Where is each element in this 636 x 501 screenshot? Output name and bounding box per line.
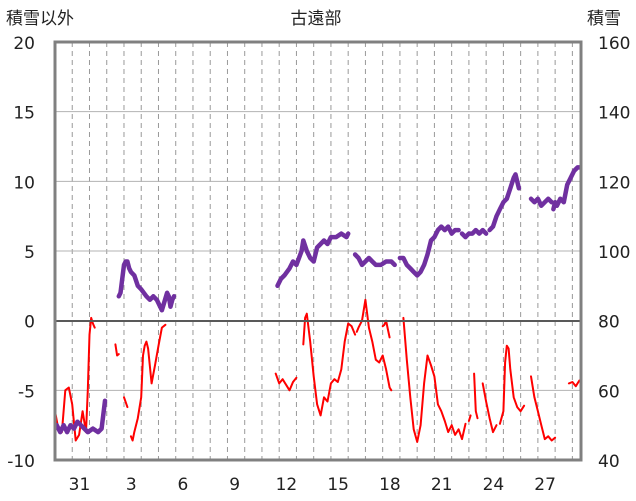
snow-depth-line-4 bbox=[397, 224, 461, 278]
right-tick-label: 140 bbox=[598, 104, 630, 124]
temperature-line-2 bbox=[123, 396, 129, 409]
temperature-line-14 bbox=[567, 379, 581, 388]
temperature-line-11 bbox=[481, 382, 498, 434]
left-tick-label: 0 bbox=[24, 313, 35, 333]
snow-depth-line-6 bbox=[487, 172, 522, 233]
right-tick-label: 60 bbox=[598, 382, 620, 402]
x-tick-label: 15 bbox=[327, 475, 349, 495]
x-tick-label: 6 bbox=[178, 475, 189, 495]
snow-depth-line-0 bbox=[55, 398, 108, 435]
temperature-line-4 bbox=[274, 372, 298, 392]
right-tick-label: 80 bbox=[598, 313, 620, 333]
x-tick-label: 31 bbox=[69, 475, 91, 495]
plot-frame bbox=[53, 40, 583, 462]
temperature-line-15 bbox=[586, 342, 591, 359]
temperature-line-9 bbox=[467, 414, 472, 422]
x-tick-label: 18 bbox=[379, 475, 401, 495]
right-tick-label: 160 bbox=[598, 34, 630, 54]
x-tick-label: 3 bbox=[126, 475, 137, 495]
left-tick-label: -5 bbox=[18, 382, 35, 402]
temperature-line-8 bbox=[402, 316, 467, 443]
x-tick-label: 27 bbox=[534, 475, 556, 495]
snow-depth-line-2 bbox=[275, 231, 351, 289]
snow-depth-line-8 bbox=[551, 165, 581, 212]
snow-depth-line-1 bbox=[116, 259, 177, 313]
left-axis-tick-labels: 20 15 10 5 0 -5 -10 bbox=[7, 34, 35, 472]
left-tick-label: 5 bbox=[24, 243, 35, 263]
left-tick-label: 15 bbox=[13, 104, 35, 124]
left-tick-label: -10 bbox=[7, 452, 35, 472]
right-axis-title: 積雪 bbox=[587, 9, 621, 29]
right-tick-label: 120 bbox=[598, 173, 630, 193]
snow-depth-line-7 bbox=[528, 196, 554, 208]
temperature-line-3 bbox=[129, 323, 167, 442]
x-tick-label: 9 bbox=[229, 475, 240, 495]
x-tick-label: 24 bbox=[483, 475, 505, 495]
temperature-line-10 bbox=[473, 372, 479, 420]
left-tick-label: 20 bbox=[13, 34, 35, 54]
snow-depth-line-9 bbox=[614, 160, 623, 167]
right-axis-tick-labels: 160 140 120 100 80 60 40 bbox=[598, 34, 630, 472]
temperature-line-13 bbox=[530, 375, 557, 442]
right-tick-label: 40 bbox=[598, 452, 620, 472]
x-tick-label: 21 bbox=[431, 475, 453, 495]
temperature-line-0 bbox=[55, 316, 96, 442]
temperature-line-12 bbox=[498, 344, 526, 425]
chart-title: 古遠部 bbox=[291, 9, 342, 29]
temperature-line-5 bbox=[302, 312, 357, 417]
snow-depth-line-5 bbox=[459, 227, 489, 240]
x-tick-label: 12 bbox=[276, 475, 298, 495]
left-tick-label: 10 bbox=[13, 173, 35, 193]
temperature-line-1 bbox=[114, 343, 120, 357]
snow-depth-line-3 bbox=[352, 252, 397, 268]
x-axis-tick-labels: 31 3 6 9 12 15 18 21 24 27 bbox=[69, 475, 556, 495]
right-tick-label: 100 bbox=[598, 243, 630, 263]
left-axis-title: 積雪以外 bbox=[6, 9, 74, 29]
